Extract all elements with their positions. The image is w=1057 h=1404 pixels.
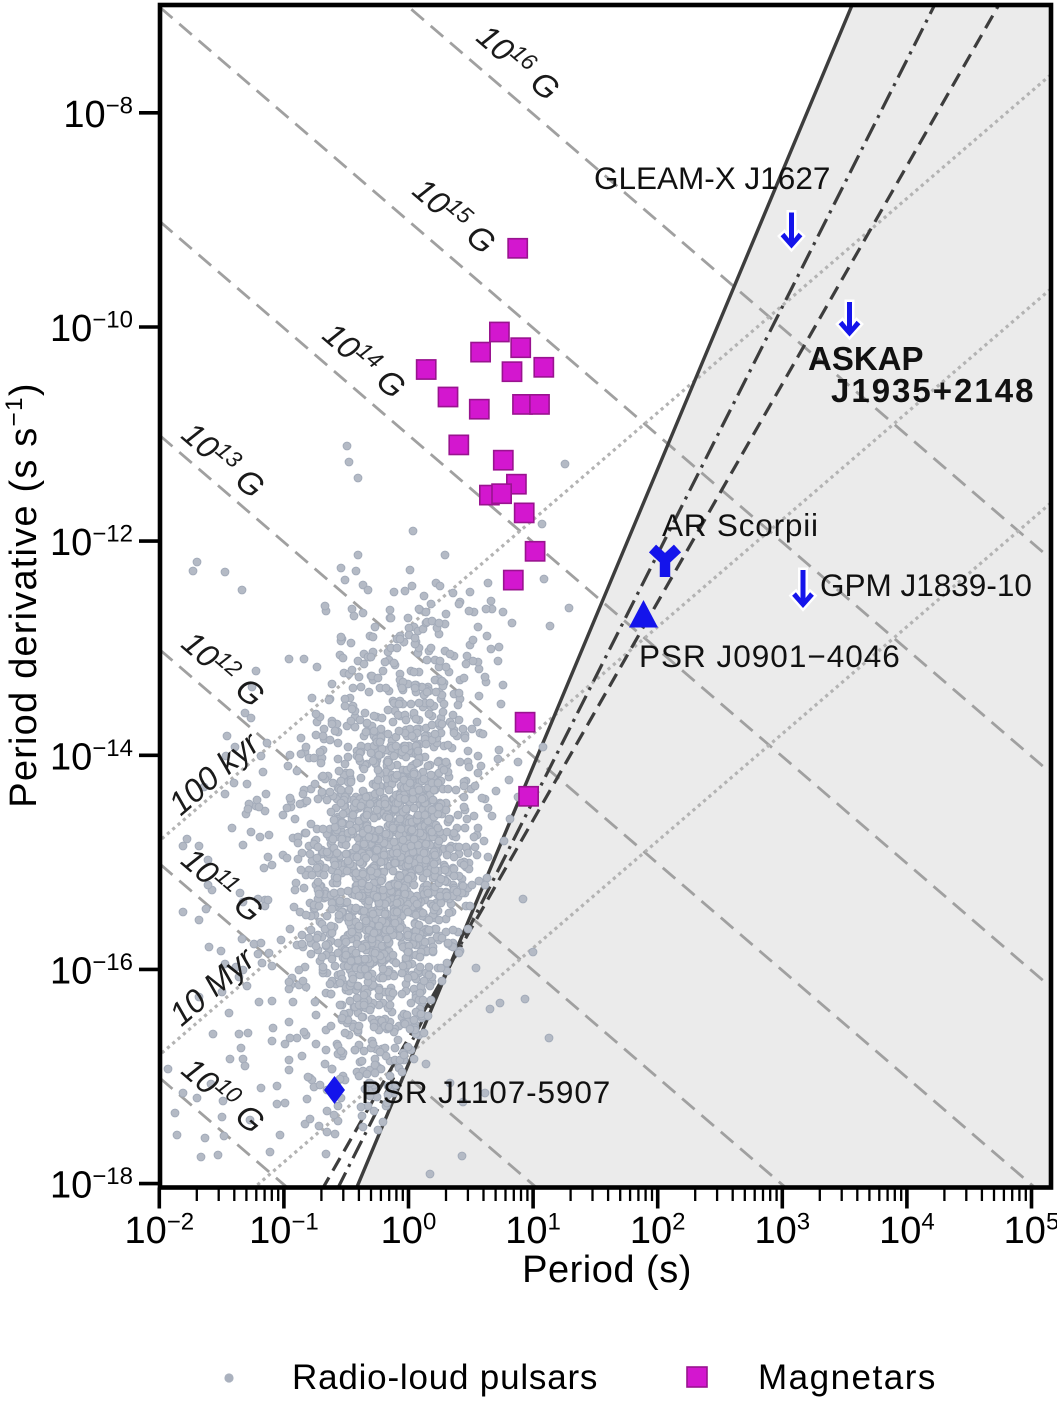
svg-text:Radio-loud pulsars: Radio-loud pulsars	[292, 1358, 598, 1397]
svg-text:Period (s): Period (s)	[522, 1249, 692, 1291]
svg-text:Magnetars: Magnetars	[758, 1358, 937, 1397]
svg-text:PSR J1107-5907: PSR J1107-5907	[361, 1074, 611, 1110]
svg-text:ASKAP: ASKAP	[808, 340, 924, 377]
svg-text:10−8: 10−8	[63, 92, 133, 136]
svg-text:Period derivative (s s−1): Period derivative (s s−1)	[1, 382, 45, 807]
svg-text:GLEAM-X J1627: GLEAM-X J1627	[594, 160, 830, 196]
svg-text:J1935+2148: J1935+2148	[831, 372, 1035, 409]
svg-text:10−14: 10−14	[50, 735, 133, 779]
svg-text:AR Scorpii: AR Scorpii	[662, 507, 819, 543]
svg-text:PSR J0901−4046: PSR J0901−4046	[639, 638, 901, 674]
svg-text:GPM J1839-10: GPM J1839-10	[820, 567, 1032, 603]
